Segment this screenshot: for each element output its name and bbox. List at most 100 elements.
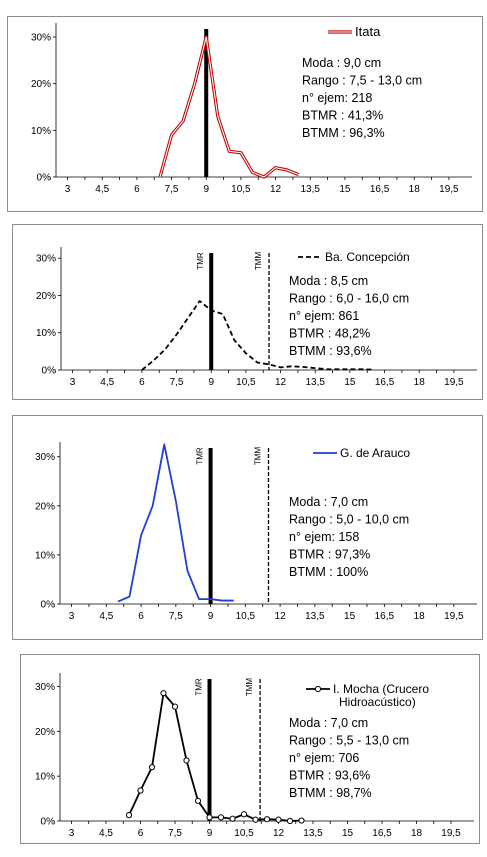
x-tick-label: 18 xyxy=(414,611,426,622)
legend-label: G. de Arauco xyxy=(340,446,410,460)
x-tick-label: 10,5 xyxy=(236,611,256,622)
data-point xyxy=(183,757,190,764)
x-tick-label: 10,5 xyxy=(236,377,256,388)
stats-line: BTMM : 96,3% xyxy=(302,126,385,140)
marker-label: TMR xyxy=(195,678,204,696)
x-tick-label: 12 xyxy=(275,611,287,622)
stats-line: BTMR : 41,3% xyxy=(302,109,383,123)
data-point xyxy=(160,690,167,697)
y-tick-label: 30% xyxy=(35,452,55,463)
data-point xyxy=(206,814,213,821)
y-tick-label: 0% xyxy=(42,366,57,377)
x-tick-label: 18 xyxy=(409,184,421,195)
y-tick-label: 20% xyxy=(36,291,56,302)
x-tick-label: 19,5 xyxy=(444,611,464,622)
stats-line: n° ejem: 218 xyxy=(302,91,372,105)
y-tick-label: 20% xyxy=(35,727,55,738)
x-tick-label: 7,5 xyxy=(170,377,184,388)
x-tick-label: 4,5 xyxy=(95,184,109,195)
stats-line: BTMR : 97,3% xyxy=(289,548,370,562)
x-tick-label: 12 xyxy=(273,828,285,839)
x-tick-label: 19,5 xyxy=(444,377,464,388)
chart-svg-ba-concepcion: 0% 10% 20% 30% 3 4,5 6 7,5 9 10,5 12 13,5 15 16,5 18 19… xyxy=(36,247,477,388)
x-tick-label: 12 xyxy=(270,184,282,195)
x-tick-label: 6 xyxy=(139,377,145,388)
data-point xyxy=(240,811,248,818)
data-point xyxy=(171,703,179,710)
y-tick-label: 20% xyxy=(31,79,51,90)
data-point xyxy=(275,816,282,823)
x-tick-label: 16,5 xyxy=(375,377,395,388)
stats-line: BTMM : 100% xyxy=(289,565,368,579)
data-point xyxy=(252,816,259,823)
y-tick-label: 30% xyxy=(35,682,55,693)
x-tick-label: 3 xyxy=(65,184,71,195)
chart-svg-g-arauco: 0% 10% 20% 30% 3 4,5 6 7,5 9 10,5 12 13,5 15 16,5 18 19… xyxy=(35,442,477,622)
x-tick-label: 4,5 xyxy=(99,611,113,622)
legend-label: Itata xyxy=(355,24,381,39)
y-tick-label: 10% xyxy=(35,772,55,783)
x-tick-label: 7,5 xyxy=(168,828,182,839)
stats-line: Moda : 7,0 cm xyxy=(289,716,368,730)
chart-panel-i-mocha: 0% 10% 20% 30% 3 4,5 6 7,5 9 10,5 12 13,5 15 16,5 18 19… xyxy=(20,654,480,844)
data-point xyxy=(194,797,202,804)
stats-line: Moda : 9,0 cm xyxy=(302,56,381,70)
x-tick-label: 13,5 xyxy=(300,184,320,195)
legend-label: Hidroacústico) xyxy=(339,695,416,709)
series-line xyxy=(128,692,302,822)
legend-marker xyxy=(314,685,322,693)
stats-line: BTMM : 93,6% xyxy=(289,344,372,358)
x-tick-label: 15 xyxy=(342,828,354,839)
legend-label: I. Mocha (Crucero xyxy=(333,682,429,696)
y-tick-label: 0% xyxy=(41,600,56,611)
y-tick-label: 10% xyxy=(35,550,55,561)
x-tick-label: 10,5 xyxy=(231,184,251,195)
stats-line: Moda : 7,0 cm xyxy=(289,495,368,509)
chart-panel-ba-concepcion: 0% 10% 20% 30% 3 4,5 6 7,5 9 10,5 12 13,5 15 16,5 18 19… xyxy=(12,224,483,400)
x-tick-label: 6 xyxy=(138,611,144,622)
y-tick-label: 10% xyxy=(36,328,56,339)
stats-line: Rango : 6,0 - 16,0 cm xyxy=(289,292,409,306)
stats-line: n° ejem: 861 xyxy=(289,309,359,323)
marker-label: TMR xyxy=(196,447,205,465)
chart-svg-itata: 0% 10% 20% 30% 3 4,5 6 7,5 9 10,5 12 13,5 15 16,5 18 19… xyxy=(31,23,472,195)
x-tick-label: 9 xyxy=(203,184,209,195)
y-tick-label: 0% xyxy=(41,817,56,828)
data-point xyxy=(263,816,271,823)
x-tick-label: 9 xyxy=(208,611,214,622)
y-tick-label: 30% xyxy=(31,33,51,44)
x-tick-label: 9 xyxy=(207,828,213,839)
stats-line: n° ejem: 158 xyxy=(289,530,359,544)
x-tick-label: 3 xyxy=(70,377,76,388)
x-tick-label: 19,5 xyxy=(441,828,461,839)
marker-label: TMR xyxy=(196,252,205,270)
x-tick-label: 15 xyxy=(344,377,356,388)
x-tick-label: 6 xyxy=(134,184,140,195)
stats-line: Rango : 5,0 - 10,0 cm xyxy=(289,513,409,527)
x-tick-label: 16,5 xyxy=(372,828,392,839)
data-point xyxy=(286,817,294,825)
x-tick-label: 4,5 xyxy=(99,828,113,839)
data-point xyxy=(298,817,305,824)
data-point xyxy=(137,787,144,794)
marker-label: TMM xyxy=(245,678,254,697)
series-line xyxy=(141,300,374,371)
x-tick-label: 15 xyxy=(339,184,351,195)
data-point xyxy=(217,814,225,821)
x-tick-label: 4,5 xyxy=(100,377,114,388)
x-tick-label: 13,5 xyxy=(305,377,325,388)
stats-line: n° ejem: 706 xyxy=(289,751,359,765)
x-tick-label: 13,5 xyxy=(305,611,325,622)
x-tick-label: 9 xyxy=(208,377,214,388)
y-tick-label: 0% xyxy=(37,173,52,184)
stats-line: BTMR : 93,6% xyxy=(289,769,370,783)
x-tick-label: 18 xyxy=(414,377,426,388)
y-tick-label: 10% xyxy=(31,126,51,137)
marker-label: TMM xyxy=(254,252,263,271)
data-point xyxy=(229,815,236,822)
x-tick-label: 12 xyxy=(275,377,287,388)
y-tick-label: 20% xyxy=(35,501,55,512)
x-tick-label: 6 xyxy=(138,828,144,839)
chart-svg-i-mocha: 0% 10% 20% 30% 3 4,5 6 7,5 9 10,5 12 13,5 15 16,5 18 19… xyxy=(35,673,474,839)
x-tick-label: 7,5 xyxy=(169,611,183,622)
